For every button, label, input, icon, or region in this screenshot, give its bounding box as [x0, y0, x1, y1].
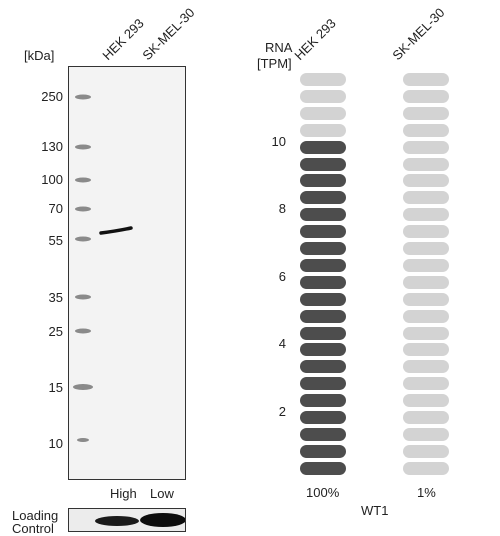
rna-hek293-pill — [300, 174, 346, 188]
rna-skmel30-pill — [403, 326, 449, 340]
rna-hek293-pill — [300, 309, 346, 323]
kda-label: [kDa] — [24, 48, 55, 63]
rna-hek293-pill — [300, 106, 346, 120]
rna-skmel30-pill — [403, 73, 449, 86]
loading-control-blot — [68, 508, 186, 532]
rna-skmel30-pill — [403, 309, 449, 323]
rna-skmel30-pill — [403, 394, 449, 408]
rna-ytick-10: 10 — [271, 134, 286, 149]
rna-skmel30-pill — [403, 360, 449, 374]
loading-control-svg — [95, 513, 186, 527]
rna-skmel30-pill — [403, 427, 449, 441]
rna-column-header-hek293: HEK 293 — [291, 15, 339, 64]
rna-hek293-pill — [300, 377, 346, 391]
rna-hek293-pill — [300, 275, 346, 289]
rna-hek293-pill — [300, 326, 346, 340]
rna-hek293-pill — [300, 444, 346, 458]
western-blot-image — [68, 66, 186, 480]
rna-skmel30-pill — [403, 208, 449, 222]
rna-skmel30-pill — [403, 411, 449, 424]
rna-hek293-pill — [300, 292, 346, 306]
rna-ytick-2: 2 — [278, 404, 286, 419]
rna-hek293-pill — [300, 73, 346, 86]
rna-skmel30-pill — [403, 106, 449, 120]
marker-55: 55 — [48, 233, 63, 248]
lane-header-skmel30: SK-MEL-30 — [139, 4, 198, 64]
marker-250: 250 — [41, 89, 63, 104]
rna-skmel30-pill — [403, 461, 449, 475]
rna-hek293-pill — [300, 123, 346, 137]
wt1-band — [99, 226, 133, 235]
rna-ytick-4: 4 — [278, 336, 286, 351]
loading-control-label-1: Loading — [12, 508, 59, 523]
rna-hek293-pill — [300, 360, 346, 374]
marker-100: 100 — [41, 172, 63, 187]
rna-percent-skmel30: 1% — [417, 485, 436, 500]
rna-skmel30-pill — [403, 140, 449, 154]
marker-35: 35 — [48, 290, 63, 305]
rna-skmel30-pill — [403, 292, 449, 306]
rna-bar-column-hek293 — [300, 73, 346, 478]
rna-hek293-pill — [300, 208, 346, 222]
rna-skmel30-pill — [403, 157, 449, 171]
rna-skmel30-pill — [403, 225, 449, 239]
rna-hek293-pill — [300, 157, 346, 171]
rna-hek293-pill — [300, 427, 346, 441]
loading-band-skmel30 — [140, 513, 186, 527]
rna-skmel30-pill — [403, 174, 449, 188]
rna-hek293-pill — [300, 394, 346, 408]
rna-column-header-skmel30: SK-MEL-30 — [389, 4, 448, 64]
gene-name: WT1 — [361, 503, 389, 518]
lane-header-hek293: HEK 293 — [99, 15, 147, 64]
rna-skmel30-pill — [403, 191, 449, 205]
rna-skmel30-pill — [403, 89, 449, 103]
loading-band-hek293 — [95, 516, 139, 526]
rna-ytick-6: 6 — [278, 269, 286, 284]
rna-hek293-pill — [300, 343, 346, 357]
rna-ytick-8: 8 — [278, 201, 286, 216]
blot-svg — [73, 94, 133, 442]
rna-skmel30-pill — [403, 275, 449, 289]
rna-hek293-pill — [300, 411, 346, 424]
rna-hek293-pill — [300, 140, 346, 154]
loading-control-label-2: Control — [12, 521, 54, 536]
rna-header-2: [TPM] — [257, 56, 292, 71]
rna-skmel30-pill — [403, 343, 449, 357]
rna-hek293-pill — [300, 461, 346, 475]
marker-70: 70 — [48, 201, 63, 216]
rna-hek293-pill — [300, 89, 346, 103]
rna-hek293-pill — [300, 225, 346, 239]
rna-skmel30-pill — [403, 123, 449, 137]
rna-hek293-pill — [300, 258, 346, 272]
rna-skmel30-pill — [403, 258, 449, 272]
marker-10: 10 — [48, 436, 63, 451]
rna-percent-hek293: 100% — [306, 485, 340, 500]
marker-15: 15 — [48, 380, 63, 395]
rna-bar-column-skmel30 — [403, 73, 449, 478]
lane-level-high: High — [110, 486, 137, 501]
marker-25: 25 — [48, 324, 63, 339]
rna-skmel30-pill — [403, 377, 449, 391]
rna-hek293-pill — [300, 191, 346, 205]
rna-skmel30-pill — [403, 444, 449, 458]
lane-level-low: Low — [150, 486, 174, 501]
marker-130: 130 — [41, 139, 63, 154]
rna-skmel30-pill — [403, 242, 449, 255]
rna-hek293-pill — [300, 242, 346, 255]
rna-header-1: RNA — [265, 40, 293, 55]
ladder-bands — [73, 94, 93, 442]
